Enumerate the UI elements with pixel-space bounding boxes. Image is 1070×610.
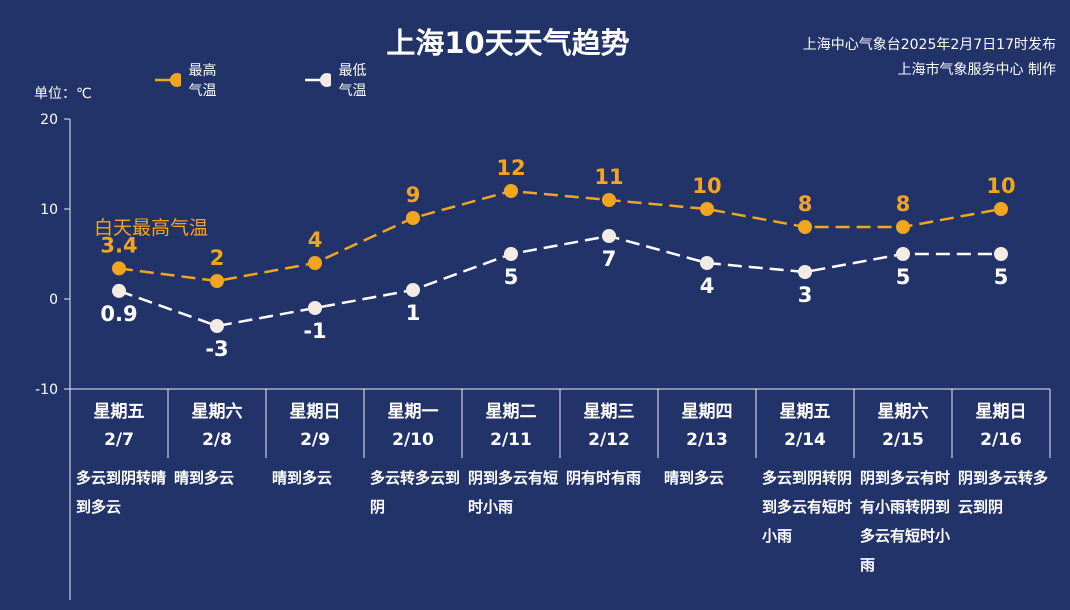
high-temp-point [406,211,420,225]
weather-description: 晴到多云 [272,469,333,487]
day-label: 星期二 2/11 [462,398,560,454]
weather-description: 多云转多云到阴 [370,469,461,516]
date-label: 2/14 [784,430,826,450]
date-label: 2/12 [588,430,630,450]
weekday-label: 星期五 [93,402,145,422]
high-temp-point [798,220,812,234]
y-tick-label: 20 [40,112,58,128]
high-temp-point [504,184,518,198]
date-label: 2/11 [490,430,532,450]
day-label: 星期四 2/13 [658,398,756,454]
legend-item-high: 最高气温 [155,63,221,99]
high-temp-point [602,193,616,207]
high-temp-label: 10 [986,174,1015,198]
weekday-label: 星期三 [583,402,635,422]
low-temp-label: 0.9 [100,302,137,326]
low-temp-label: -3 [205,337,228,361]
weekday-label: 星期五 [779,402,831,422]
high-temp-point [994,202,1008,216]
high-temp-point [210,274,224,288]
date-label: 2/13 [686,430,728,450]
issuer-line-1: 上海中心气象台2025年2月7日17时发布 [802,37,1056,53]
low-temp-label: 5 [994,265,1009,289]
y-tick-label: -10 [35,382,58,398]
date-label: 2/7 [104,430,134,450]
date-label: 2/8 [202,430,232,450]
day-label: 星期日 2/9 [266,398,364,454]
high-temp-label: 12 [496,156,525,180]
weather-description: 晴到多云 [664,469,725,487]
weather-description: 晴到多云 [174,469,235,487]
low-temp-point [798,265,812,279]
high-temp-label: 3.4 [100,233,137,257]
weekday-label: 星期日 [289,402,341,422]
date-label: 2/9 [300,430,330,450]
high-temp-point [308,256,322,270]
day-label: 星期五 2/14 [756,398,854,454]
weather-description: 阴有时有雨 [566,469,642,487]
low-temp-point [504,247,518,261]
high-temp-label: 4 [308,228,323,252]
low-temp-label: 5 [896,265,911,289]
low-temp-label: 5 [504,265,519,289]
low-temp-label: 7 [602,247,617,271]
y-tick-label: 10 [40,202,58,218]
low-temp-label: 1 [406,301,421,325]
weather-description: 阴到多云转多云到阴 [958,469,1049,516]
low-temp-point [308,301,322,315]
weather-description: 多云到阴转阴到多云有短时小雨 [762,469,853,545]
high-temp-label: 10 [692,174,721,198]
unit-label: 单位：℃ [34,86,92,102]
legend-high-label: 最高气温 [188,63,217,99]
legend-low-marker [305,73,331,87]
day-label: 星期六 2/15 [854,398,952,454]
weekday-label: 星期四 [681,402,733,422]
chart-title: 上海10天天气趋势 [386,26,630,60]
y-tick-label: 0 [49,292,58,308]
weekday-label: 星期日 [975,402,1027,422]
low-temp-label: -1 [303,319,326,343]
high-temp-line [118,189,1002,283]
high-temp-label: 9 [406,183,421,207]
legend-item-low: 最低气温 [305,63,371,99]
issuer-info: 上海中心气象台2025年2月7日17时发布 上海市气象服务中心 制作 [803,33,1056,83]
low-temp-line [118,234,1001,328]
annotation-label: 白天最高气温 [94,217,208,239]
legend-low-label: 最低气温 [338,63,367,99]
low-temp-point [210,319,224,333]
weekday-label: 星期六 [877,402,929,422]
date-label: 2/10 [392,430,434,450]
legend-high-marker [155,73,181,87]
high-temp-label: 2 [210,246,225,270]
weather-description: 阴到多云有时有小雨转阴到多云有短时小雨 [860,469,951,574]
high-temp-label: 8 [798,192,813,216]
date-label: 2/16 [980,430,1022,450]
high-temp-point [112,261,126,276]
weather-description: 阴到多云有短时小雨 [468,469,559,516]
low-temp-point [994,247,1008,261]
low-temp-point [700,256,714,270]
issuer-line-2: 上海市气象服务中心 制作 [897,62,1056,78]
day-label: 星期五 2/7 [70,398,168,454]
low-temp-point [896,247,910,261]
low-temp-point [112,283,126,298]
high-temp-label: 8 [896,192,911,216]
day-label: 星期一 2/10 [364,398,462,454]
low-temp-point [602,229,616,243]
weather-description: 多云到阴转晴到多云 [76,469,167,516]
low-temp-label: 3 [798,283,813,307]
weekday-label: 星期二 [485,402,537,422]
high-temp-point [700,202,714,216]
low-temp-point [406,283,420,297]
weekday-label: 星期六 [191,402,243,422]
high-temp-label: 11 [594,165,623,189]
date-label: 2/15 [882,430,924,450]
weekday-label: 星期一 [387,402,439,422]
low-temp-label: 4 [700,274,715,298]
high-temp-point [896,220,910,234]
day-label: 星期六 2/8 [168,398,266,454]
day-label: 星期日 2/16 [952,398,1050,454]
day-label: 星期三 2/12 [560,398,658,454]
